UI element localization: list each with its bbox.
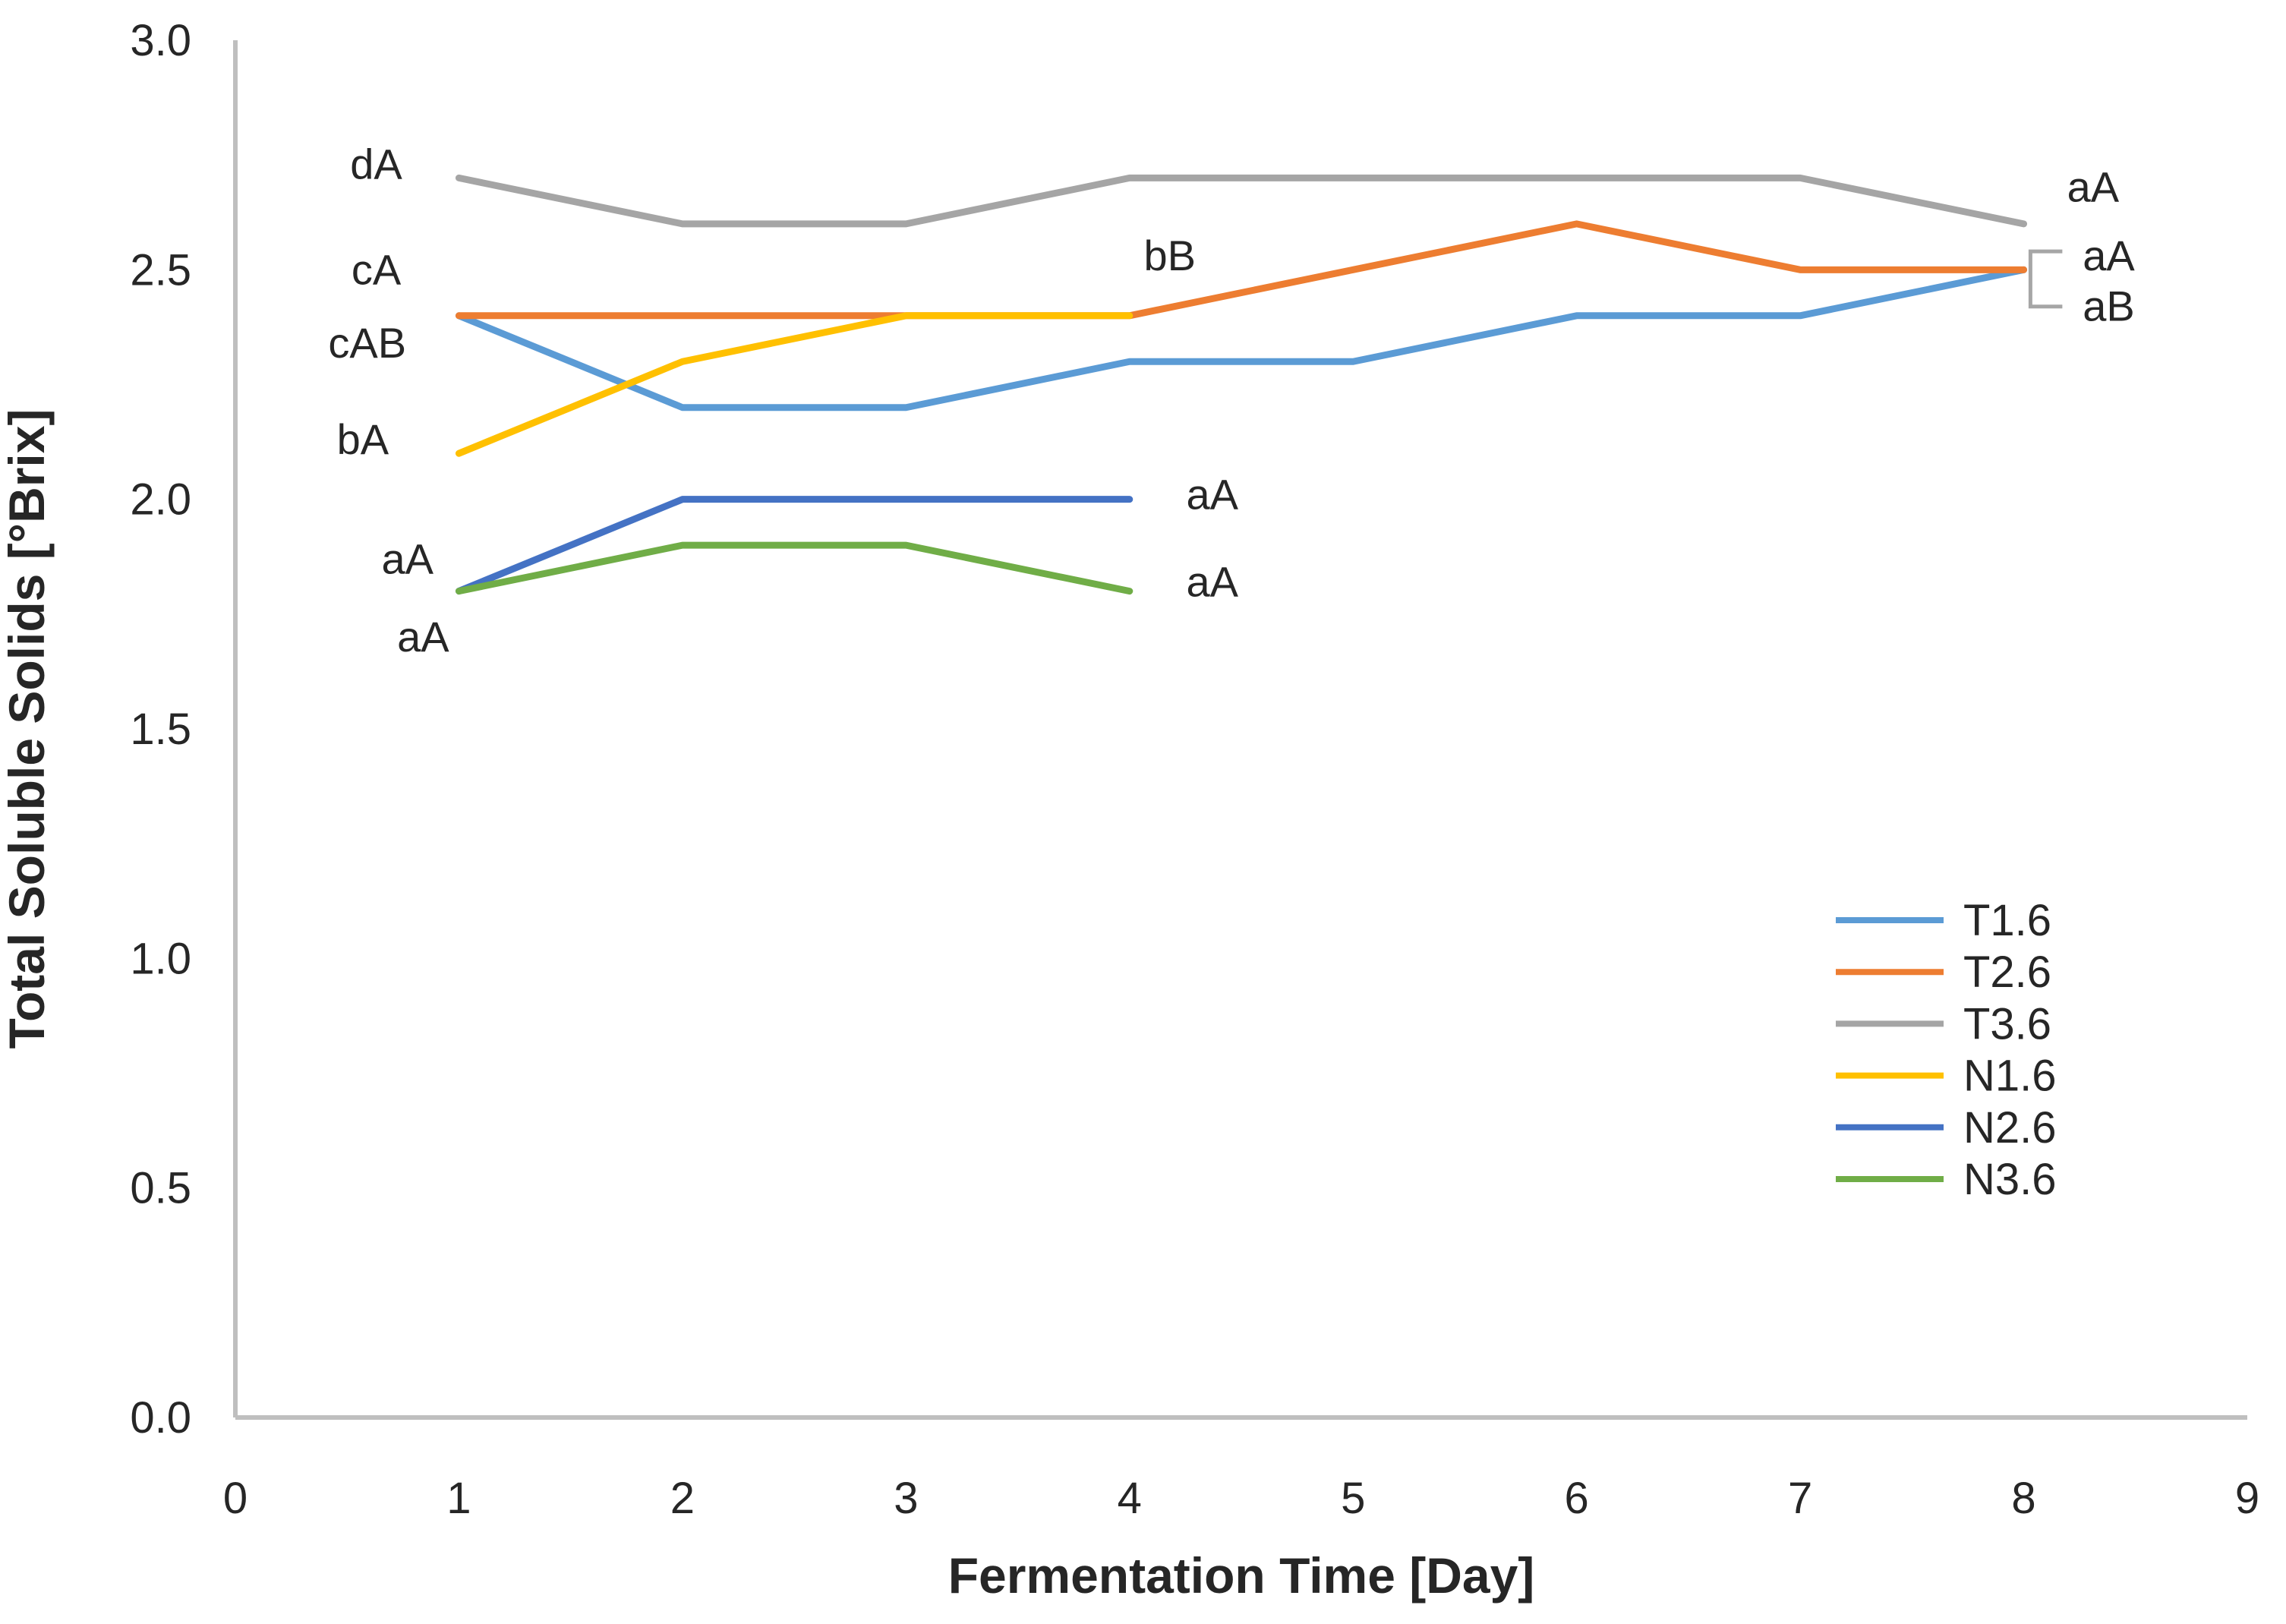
annotation-label-aA-8: aA: [1186, 558, 1238, 606]
annotation-label-dA-0: dA: [350, 140, 402, 188]
legend-label-N3.6: N3.6: [1963, 1155, 2057, 1204]
x-tick-label-7: 7: [1788, 1474, 1812, 1523]
significance-bracket: [2028, 249, 2063, 309]
y-axis-title: Total Soluble Solids [°Brix]: [0, 409, 55, 1049]
y-tick-label-2.0: 2.0: [130, 475, 191, 525]
y-tick-label-3.0: 3.0: [130, 16, 191, 65]
annotation-label-aA-10: aA: [2083, 232, 2135, 279]
y-tick-label-0.5: 0.5: [130, 1164, 191, 1213]
x-tick-label-5: 5: [1341, 1474, 1365, 1523]
legend-label-T2.6: T2.6: [1963, 948, 2051, 997]
series-line-N1.6: [455, 312, 1134, 457]
x-tick-label-3: 3: [894, 1474, 918, 1523]
x-tick-label-9: 9: [2235, 1474, 2259, 1523]
x-tick-label-0: 0: [223, 1474, 248, 1523]
annotation-label-bA-3: bA: [337, 415, 389, 463]
y-tick-label-0.0: 0.0: [130, 1393, 191, 1443]
annotation-label-cA-1: cA: [352, 245, 402, 293]
series-line-T2.6: [455, 220, 2028, 320]
y-tick-label-1.5: 1.5: [130, 705, 191, 754]
y-tick-label-2.5: 2.5: [130, 245, 191, 295]
series-line-T3.6: [455, 174, 2028, 228]
x-tick-label-1: 1: [446, 1474, 471, 1523]
x-tick-label-2: 2: [670, 1474, 695, 1523]
legend-label-T3.6: T3.6: [1963, 999, 2051, 1049]
series-line-T1.6: [455, 266, 2028, 412]
x-tick-label-4: 4: [1118, 1474, 1142, 1523]
series-line-N3.6: [455, 541, 1134, 595]
annotation-label-aA-9: aA: [2067, 162, 2120, 210]
series-line-N2.6: [455, 496, 1134, 595]
annotation-label-aB-11: aB: [2083, 282, 2135, 330]
legend-label-T1.6: T1.6: [1963, 896, 2051, 945]
plot-area: 0 1 2 3 4 5 6 7 8 9 3.0 2.5 2.0 1.5 1.0 0.5 0.0 dA cA cAB bA…: [130, 16, 2259, 1523]
x-tick-label-8: 8: [2011, 1474, 2035, 1523]
x-tick-label-6: 6: [1565, 1474, 1589, 1523]
legend-label-N2.6: N2.6: [1963, 1103, 2057, 1153]
x-axis-title: Fermentation Time [Day]: [948, 1547, 1535, 1604]
legend-label-N1.6: N1.6: [1963, 1052, 2057, 1101]
y-tick-label-1.0: 1.0: [130, 934, 191, 983]
annotation-label-aA-4: aA: [381, 535, 434, 582]
annotation-label-aA-5: aA: [397, 613, 449, 661]
annotation-label-bB-6: bB: [1144, 232, 1197, 279]
annotation-label-cAB-2: cAB: [328, 319, 406, 367]
annotation-label-aA-7: aA: [1186, 471, 1238, 519]
